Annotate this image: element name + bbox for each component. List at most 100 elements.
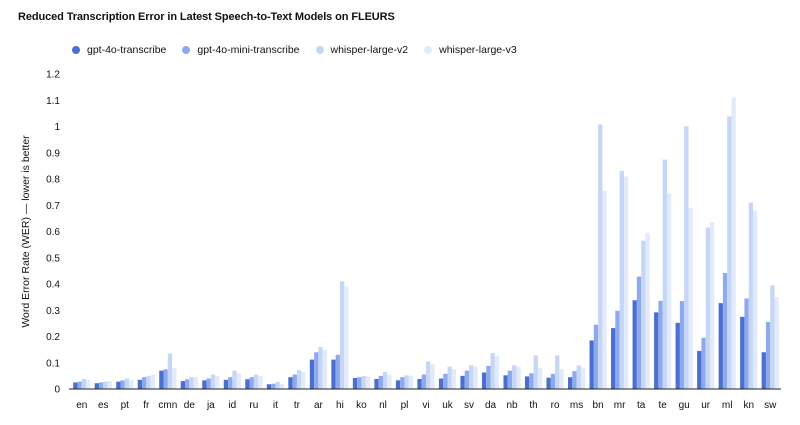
bar-da-gpt-4o-transcribe xyxy=(481,372,487,389)
x-tick-label: tr xyxy=(294,400,301,411)
legend-swatch-icon xyxy=(424,46,433,54)
y-axis-title: Word Error Rate (WER) — lower is better xyxy=(20,135,32,328)
x-tick-label: gu xyxy=(679,400,690,411)
x-tick-label: ru xyxy=(249,400,258,411)
bar-it-whisper-large-v2 xyxy=(275,381,280,389)
x-tick-label: es xyxy=(98,400,109,411)
bar-ur-whisper-large-v2 xyxy=(705,227,710,389)
bar-vi-gpt-4o-mini-transcribe xyxy=(421,374,426,389)
bar-sv-whisper-large-v3 xyxy=(473,366,478,389)
x-tick-label: en xyxy=(76,400,87,411)
bar-ro-gpt-4o-mini-transcribe xyxy=(550,373,556,389)
bar-bn-whisper-large-v2 xyxy=(598,124,603,390)
bar-uk-whisper-large-v3 xyxy=(451,369,457,389)
bar-te-whisper-large-v3 xyxy=(666,193,672,389)
x-tick-label: kn xyxy=(743,400,754,411)
legend-swatch-icon xyxy=(315,46,324,54)
bar-id-gpt-4o-transcribe xyxy=(223,379,229,389)
bar-ta-whisper-large-v2 xyxy=(641,240,646,389)
bar-de-gpt-4o-transcribe xyxy=(180,381,186,390)
bar-hi-whisper-large-v2 xyxy=(339,281,345,390)
bar-da-whisper-large-v3 xyxy=(494,356,500,389)
bar-mr-whisper-large-v3 xyxy=(623,176,629,390)
bar-sw-whisper-large-v3 xyxy=(774,297,779,390)
bar-it-gpt-4o-mini-transcribe xyxy=(271,383,276,389)
bar-cmn-gpt-4o-mini-transcribe xyxy=(163,369,168,389)
y-tick-label: 1.1 xyxy=(46,96,60,107)
bar-es-gpt-4o-transcribe xyxy=(94,383,99,389)
bar-hi-gpt-4o-transcribe xyxy=(331,359,336,389)
y-tick-label: 1.2 xyxy=(46,70,60,81)
bar-ar-whisper-large-v2 xyxy=(318,347,323,389)
x-tick-label: id xyxy=(228,400,236,411)
y-tick-label: 0.8 xyxy=(46,175,60,186)
bar-de-gpt-4o-mini-transcribe xyxy=(185,379,190,389)
x-tick-label: sv xyxy=(464,400,474,411)
bar-nl-gpt-4o-transcribe xyxy=(374,379,379,389)
bar-ur-whisper-large-v3 xyxy=(710,222,715,389)
bar-bn-gpt-4o-mini-transcribe xyxy=(593,324,599,389)
y-tick-label: 0.4 xyxy=(46,280,60,291)
bar-da-gpt-4o-mini-transcribe xyxy=(486,365,491,389)
bar-kn-whisper-large-v2 xyxy=(748,202,754,390)
bar-nl-whisper-large-v3 xyxy=(387,374,392,389)
bar-pl-gpt-4o-mini-transcribe xyxy=(400,377,405,389)
bar-tr-whisper-large-v3 xyxy=(301,371,306,389)
bar-ur-gpt-4o-transcribe xyxy=(697,350,702,389)
bar-tr-gpt-4o-mini-transcribe xyxy=(292,374,297,389)
bar-nb-gpt-4o-transcribe xyxy=(503,375,508,389)
bar-te-gpt-4o-mini-transcribe xyxy=(658,300,663,389)
bar-ml-gpt-4o-transcribe xyxy=(718,303,723,389)
y-tick-label: 0.9 xyxy=(46,148,60,159)
bar-ko-whisper-large-v3 xyxy=(365,376,371,389)
bar-fr-whisper-large-v3 xyxy=(150,374,155,389)
bar-th-gpt-4o-transcribe xyxy=(524,376,530,389)
x-tick-label: ar xyxy=(314,400,324,411)
bar-bn-whisper-large-v3 xyxy=(602,190,607,389)
legend-label: whisper-large-v2 xyxy=(330,44,409,56)
bar-en-whisper-large-v3 xyxy=(86,379,91,389)
x-tick-label: da xyxy=(485,400,497,411)
chart-legend: gpt-4o-transcribe gpt-4o-mini-transcribe… xyxy=(72,44,533,56)
bar-cmn-whisper-large-v3 xyxy=(172,368,177,389)
x-tick-label: bn xyxy=(593,400,604,411)
legend-swatch-icon xyxy=(72,46,80,54)
x-tick-label: it xyxy=(273,400,278,411)
legend-item-gpt-4o-mini-transcribe: gpt-4o-mini-transcribe xyxy=(182,44,300,56)
x-tick-label: cmn xyxy=(158,400,177,411)
legend-label: whisper-large-v3 xyxy=(439,44,517,56)
x-tick-label: pl xyxy=(401,400,409,411)
bar-nl-gpt-4o-mini-transcribe xyxy=(378,375,383,390)
bar-en-whisper-large-v2 xyxy=(81,379,87,389)
bar-uk-whisper-large-v2 xyxy=(447,366,452,389)
bar-ru-whisper-large-v3 xyxy=(258,375,263,390)
bar-es-whisper-large-v2 xyxy=(103,381,108,389)
bar-cmn-whisper-large-v2 xyxy=(167,353,173,389)
x-tick-label: th xyxy=(529,400,537,411)
bar-ml-whisper-large-v3 xyxy=(731,97,736,390)
bar-vi-gpt-4o-transcribe xyxy=(417,379,422,389)
bar-te-gpt-4o-transcribe xyxy=(654,312,659,389)
bar-gu-gpt-4o-transcribe xyxy=(675,322,680,389)
bar-uk-gpt-4o-mini-transcribe xyxy=(443,373,448,389)
bar-kn-gpt-4o-transcribe xyxy=(740,316,745,389)
bar-sv-gpt-4o-mini-transcribe xyxy=(464,370,470,390)
bar-ta-gpt-4o-mini-transcribe xyxy=(636,276,642,389)
bar-id-whisper-large-v2 xyxy=(232,370,237,390)
bar-ta-whisper-large-v3 xyxy=(645,232,650,389)
bar-it-whisper-large-v3 xyxy=(279,383,284,389)
bar-ro-whisper-large-v3 xyxy=(559,369,564,389)
x-tick-label: de xyxy=(184,400,196,411)
x-tick-label: ta xyxy=(637,400,646,411)
x-tick-label: pt xyxy=(121,400,130,411)
legend-label: gpt-4o-transcribe xyxy=(87,44,167,56)
legend-swatch-icon xyxy=(182,46,191,54)
bar-th-whisper-large-v3 xyxy=(537,368,543,389)
bar-ar-gpt-4o-transcribe xyxy=(309,359,315,389)
bar-ms-whisper-large-v2 xyxy=(576,365,581,390)
legend-label: gpt-4o-mini-transcribe xyxy=(197,44,300,56)
bar-id-whisper-large-v3 xyxy=(236,373,241,389)
bar-sw-whisper-large-v2 xyxy=(770,285,775,389)
y-tick-label: 0.2 xyxy=(46,332,60,343)
